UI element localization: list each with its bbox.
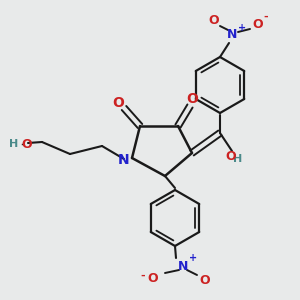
Text: N: N [118, 153, 130, 167]
Text: N: N [178, 260, 188, 272]
Text: O: O [253, 17, 263, 31]
Text: H: H [9, 139, 18, 149]
Text: O: O [226, 151, 236, 164]
Text: O: O [186, 92, 198, 106]
Text: O: O [200, 274, 210, 287]
Text: O: O [22, 137, 32, 151]
Text: O: O [148, 272, 158, 286]
Text: +: + [189, 253, 197, 263]
Text: O: O [209, 14, 219, 28]
Text: -: - [141, 271, 145, 281]
Text: N: N [227, 28, 237, 41]
Text: H: H [233, 154, 243, 164]
Text: +: + [238, 23, 246, 33]
Text: -: - [264, 12, 268, 22]
Text: O: O [112, 96, 124, 110]
